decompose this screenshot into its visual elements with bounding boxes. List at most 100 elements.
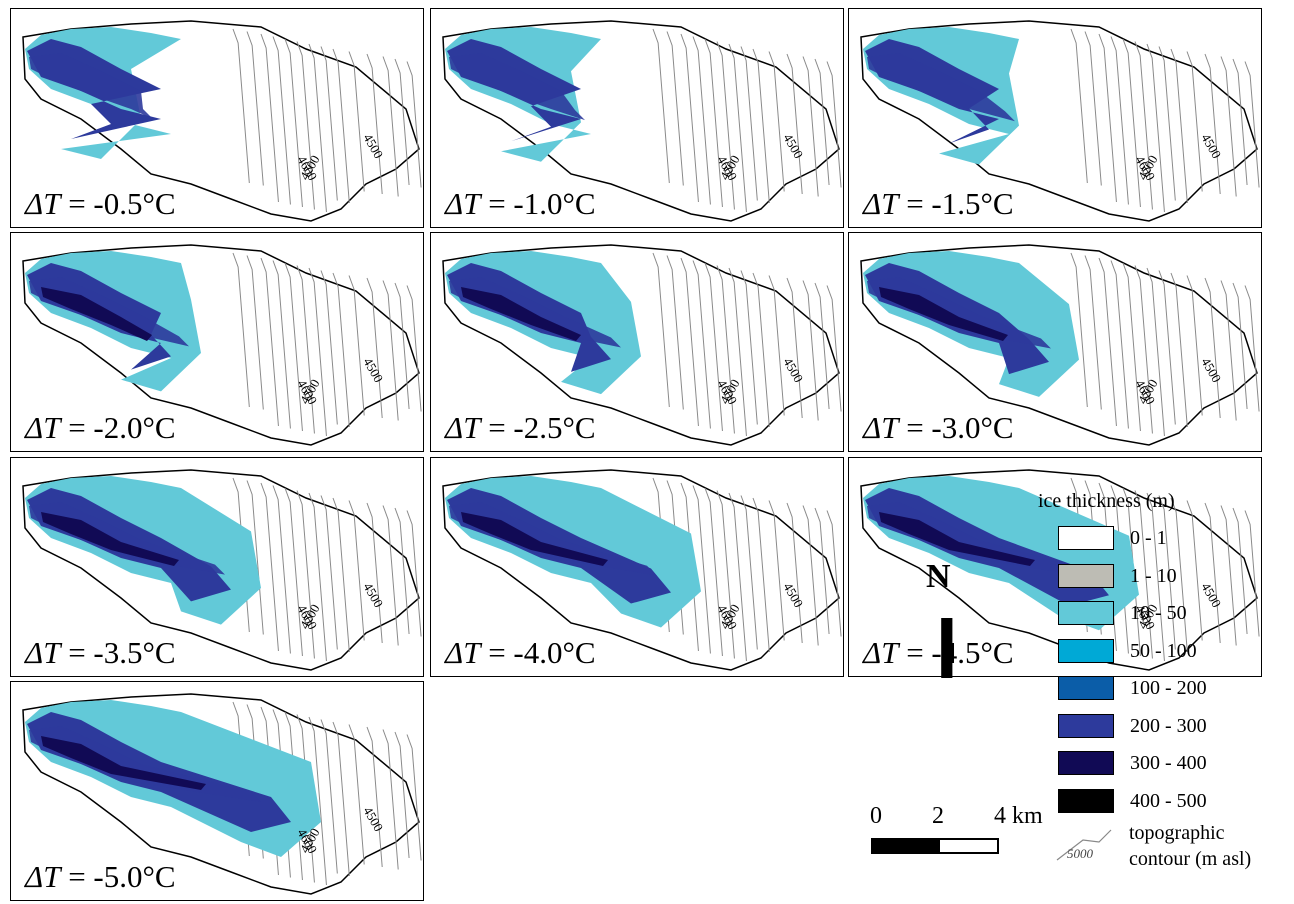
contour-line: [1232, 58, 1248, 186]
contour-line: [232, 252, 250, 408]
contour-line: [1110, 260, 1129, 429]
contour-line: [704, 38, 723, 208]
contour-line: [1146, 492, 1165, 662]
contour-line: [768, 51, 785, 192]
contour-line: [272, 485, 291, 654]
contour-line: [366, 277, 383, 419]
legend-area: N ice thickness (m) 0 - 1 1 - 10 10 - 50 50…: [848, 458, 1294, 904]
contour-line: [332, 721, 350, 877]
contour-line: [320, 46, 338, 201]
contour-line: [814, 282, 830, 410]
contour-line: [740, 495, 758, 650]
contour-line: [740, 270, 758, 425]
contour-line: [704, 487, 723, 657]
contour-line: [320, 270, 338, 425]
map-panel: 4500 4600 4700 ΔT = -5.0°C: [10, 681, 424, 901]
delta-t-label: ΔT = -4.0°C: [445, 637, 596, 668]
contour-line: [680, 33, 699, 203]
ice-300-400: [41, 736, 206, 790]
legend-swatch: [1058, 563, 1114, 588]
contour-line: [1070, 252, 1088, 408]
ice-300-400: [879, 287, 1008, 341]
delta-t-symbol: ΔT: [25, 410, 61, 445]
contour-line: [382, 56, 399, 197]
contour-line: [1158, 46, 1176, 201]
legend-item: 10 - 50: [1058, 601, 1288, 627]
legend-title: ice thickness (m): [1038, 490, 1175, 512]
delta-t-equals: =: [898, 635, 932, 670]
delta-t-label: ΔT = -3.5°C: [25, 637, 176, 668]
ice-200-300-core: [867, 502, 1087, 577]
contour-line: [728, 267, 747, 437]
delta-t-equals: =: [898, 410, 932, 445]
contour-line: [260, 257, 279, 427]
delta-t-label: ΔT = -2.5°C: [445, 412, 596, 443]
ice-300-400: [41, 512, 179, 566]
contour-line: [348, 51, 365, 192]
delta-t-value: -3.5°C: [93, 635, 176, 670]
contour-line: [1098, 33, 1117, 203]
legend-swatch: [1058, 676, 1114, 700]
topo-label: topographic contour (m asl): [1129, 820, 1251, 872]
scale-bar-graphic: [871, 838, 999, 854]
contour-line: [394, 282, 410, 410]
legend-swatch: [1058, 788, 1114, 813]
legend-item: 400 - 500: [1058, 788, 1288, 815]
contour-line: [406, 61, 422, 188]
contour-line: [716, 490, 735, 659]
delta-t-label: ΔT = -1.5°C: [863, 188, 1014, 219]
delta-t-value: -4.0°C: [513, 635, 596, 670]
map-panel: 4500 4600 4700 ΔT = -3.0°C: [848, 232, 1262, 452]
contour-line: [332, 48, 350, 204]
contour-line: [366, 502, 383, 644]
contour-line: [1204, 502, 1221, 644]
map-panel: 4500 4600 4700 ΔT = -4.0°C: [430, 457, 844, 677]
ice-200-300-core: [29, 53, 153, 119]
delta-t-equals: =: [60, 410, 94, 445]
delta-t-symbol: ΔT: [25, 635, 61, 670]
contour-line: [1244, 510, 1260, 637]
legend-label: 200 - 300: [1130, 714, 1207, 737]
contour-line: [366, 726, 383, 868]
scale-tick-2: 2: [932, 803, 944, 829]
contour-line: [680, 257, 699, 427]
map-panel: 4500 4600 4700 ΔT = -3.5°C: [10, 457, 424, 677]
scale-tick-4: 4 km: [994, 803, 1043, 829]
topo-label-line2: contour (m asl): [1129, 848, 1252, 870]
delta-t-label: ΔT = -5.0°C: [25, 861, 176, 892]
contour-line: [786, 277, 803, 419]
contour-line: [826, 61, 842, 188]
contour-line: [716, 265, 735, 434]
legend-swatch: [1058, 713, 1114, 738]
contour-sample-icon: 5000: [1056, 829, 1112, 861]
contour-line: [666, 31, 684, 186]
contour-line: [692, 485, 711, 654]
contour-line: [1170, 48, 1188, 204]
delta-t-label: ΔT = -3.0°C: [863, 412, 1014, 443]
contour-line: [1134, 490, 1153, 659]
contour-line: [308, 267, 327, 437]
contour-line: [246, 480, 264, 635]
delta-t-value: -3.0°C: [931, 410, 1014, 445]
delta-t-value: -1.0°C: [513, 186, 596, 221]
delta-t-equals: =: [480, 635, 514, 670]
delta-t-label: ΔT = -1.0°C: [445, 188, 596, 219]
delta-t-equals: =: [480, 186, 514, 221]
contour-line: [296, 490, 315, 659]
ice-300-400: [879, 512, 1035, 566]
legend-item: 100 - 200: [1058, 676, 1288, 702]
contour-line: [666, 255, 684, 410]
contour-line: [814, 58, 830, 186]
ice-200-300-core: [867, 53, 1015, 122]
contour-line: [232, 28, 250, 184]
delta-t-label: ΔT = -0.5°C: [25, 188, 176, 219]
delta-t-label: ΔT = -2.0°C: [25, 412, 176, 443]
delta-t-symbol: ΔT: [863, 635, 899, 670]
delta-t-value: -2.5°C: [513, 410, 596, 445]
legend-item: 1 - 10: [1058, 563, 1288, 590]
delta-t-equals: =: [898, 186, 932, 221]
contour-line: [382, 729, 399, 870]
delta-t-equals: =: [480, 410, 514, 445]
